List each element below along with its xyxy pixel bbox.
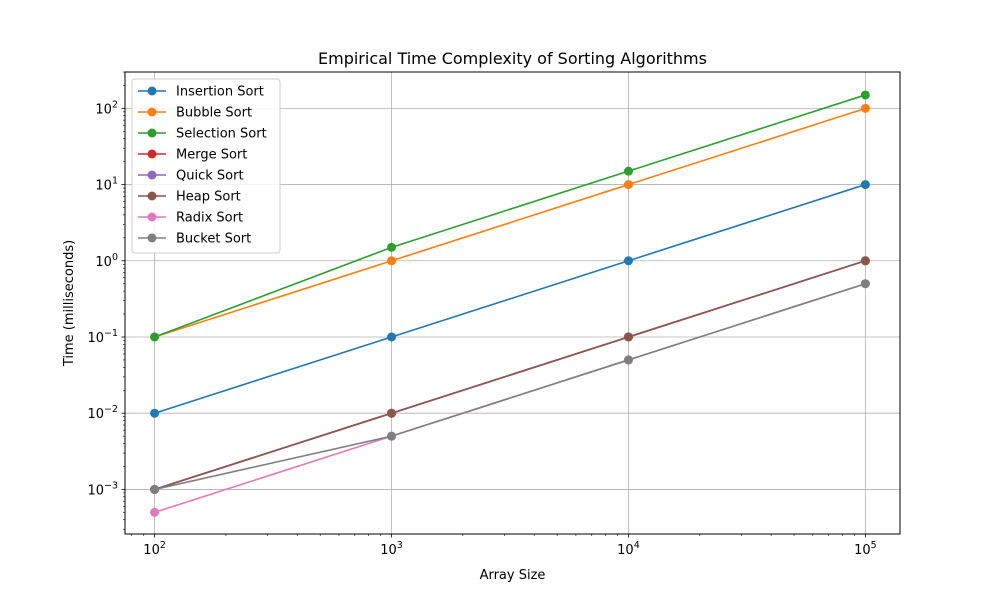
data-point-radix-sort (150, 507, 160, 517)
legend-swatch-marker-radix-sort (147, 212, 157, 222)
y-tick-label: 10−2 (87, 404, 118, 422)
y-tick-label: 102 (95, 99, 118, 117)
x-tick-base: 10 (854, 543, 871, 558)
data-point-selection-sort (150, 332, 160, 342)
data-point-selection-sort (860, 90, 870, 100)
legend-label-quick-sort: Quick Sort (176, 169, 244, 184)
series-bucket-sort (150, 279, 870, 494)
x-tick-label: 104 (617, 540, 640, 558)
data-point-bucket-sort (387, 431, 397, 441)
legend-swatch-marker-quick-sort (147, 170, 157, 180)
legend-label-bubble-sort: Bubble Sort (176, 106, 252, 121)
x-axis-title: Array Size (480, 568, 546, 583)
x-tick-label: 102 (143, 540, 166, 558)
data-point-bubble-sort (623, 180, 633, 190)
y-tick-base: 10 (87, 483, 104, 498)
data-point-heap-sort (860, 256, 870, 266)
legend-label-radix-sort: Radix Sort (176, 211, 243, 226)
series-selection-sort (150, 90, 870, 342)
y-tick-base: 10 (95, 255, 112, 270)
y-tick-exponent: −1 (104, 328, 118, 339)
data-point-insertion-sort (150, 408, 160, 418)
data-point-bucket-sort (623, 355, 633, 365)
x-tick-exponent: 3 (397, 540, 403, 551)
series-lines (150, 90, 870, 517)
legend-swatch-marker-insertion-sort (147, 86, 157, 96)
y-tick-exponent: 2 (112, 99, 118, 110)
x-tick-base: 10 (143, 543, 160, 558)
y-tick-exponent: −3 (104, 480, 118, 491)
plot-frame (124, 71, 901, 535)
data-point-bubble-sort (860, 103, 870, 113)
y-tick-base: 10 (95, 102, 112, 117)
data-point-insertion-sort (860, 180, 870, 190)
y-tick-label: 10−1 (87, 328, 118, 346)
y-tick-base: 10 (95, 179, 112, 194)
x-tick-label: 103 (380, 540, 403, 558)
legend-label-bucket-sort: Bucket Sort (176, 232, 251, 247)
legend-swatch-marker-bucket-sort (147, 233, 157, 243)
x-tick-label: 105 (854, 540, 877, 558)
x-tick-base: 10 (617, 543, 634, 558)
data-point-insertion-sort (387, 332, 397, 342)
legend-label-merge-sort: Merge Sort (176, 148, 247, 163)
legend-swatch-marker-selection-sort (147, 128, 157, 138)
y-tick-base: 10 (87, 407, 104, 422)
y-tick-exponent: 0 (112, 252, 118, 263)
data-point-bubble-sort (387, 256, 397, 266)
data-point-heap-sort (387, 408, 397, 418)
x-tick-exponent: 2 (160, 540, 166, 551)
data-point-bucket-sort (150, 484, 160, 494)
legend-box (131, 78, 281, 254)
series-line-bubble-sort (154, 107, 866, 338)
data-point-selection-sort (623, 166, 633, 176)
data-point-insertion-sort (623, 256, 633, 266)
y-tick-label: 100 (95, 252, 118, 270)
x-tick-exponent: 4 (634, 540, 640, 551)
y-tick-exponent: −2 (104, 404, 118, 415)
data-point-heap-sort (623, 332, 633, 342)
legend-swatch-marker-heap-sort (147, 191, 157, 201)
series-line-bucket-sort (154, 282, 866, 491)
y-tick-label: 101 (95, 176, 118, 194)
data-point-selection-sort (387, 242, 397, 252)
legend-label-heap-sort: Heap Sort (176, 190, 241, 205)
y-tick-exponent: 1 (112, 176, 118, 187)
legend-swatch-marker-merge-sort (147, 149, 157, 159)
chart-title: Empirical Time Complexity of Sorting Alg… (318, 49, 707, 68)
legend: Insertion Sort Bubble Sort Selection Sort M… (131, 78, 281, 254)
y-tick-base: 10 (87, 331, 104, 346)
x-tick-exponent: 5 (871, 540, 877, 551)
y-axis-title: Time (milliseconds) (62, 240, 77, 367)
series-line-selection-sort (154, 94, 866, 338)
data-point-bucket-sort (860, 279, 870, 289)
legend-label-selection-sort: Selection Sort (176, 127, 267, 142)
y-tick-label: 10−3 (87, 480, 118, 498)
series-line-heap-sort (154, 260, 866, 491)
series-line-insertion-sort (154, 183, 866, 414)
legend-label-insertion-sort: Insertion Sort (176, 85, 264, 100)
legend-swatch-marker-bubble-sort (147, 107, 157, 117)
x-tick-base: 10 (380, 543, 397, 558)
series-insertion-sort (150, 180, 870, 418)
